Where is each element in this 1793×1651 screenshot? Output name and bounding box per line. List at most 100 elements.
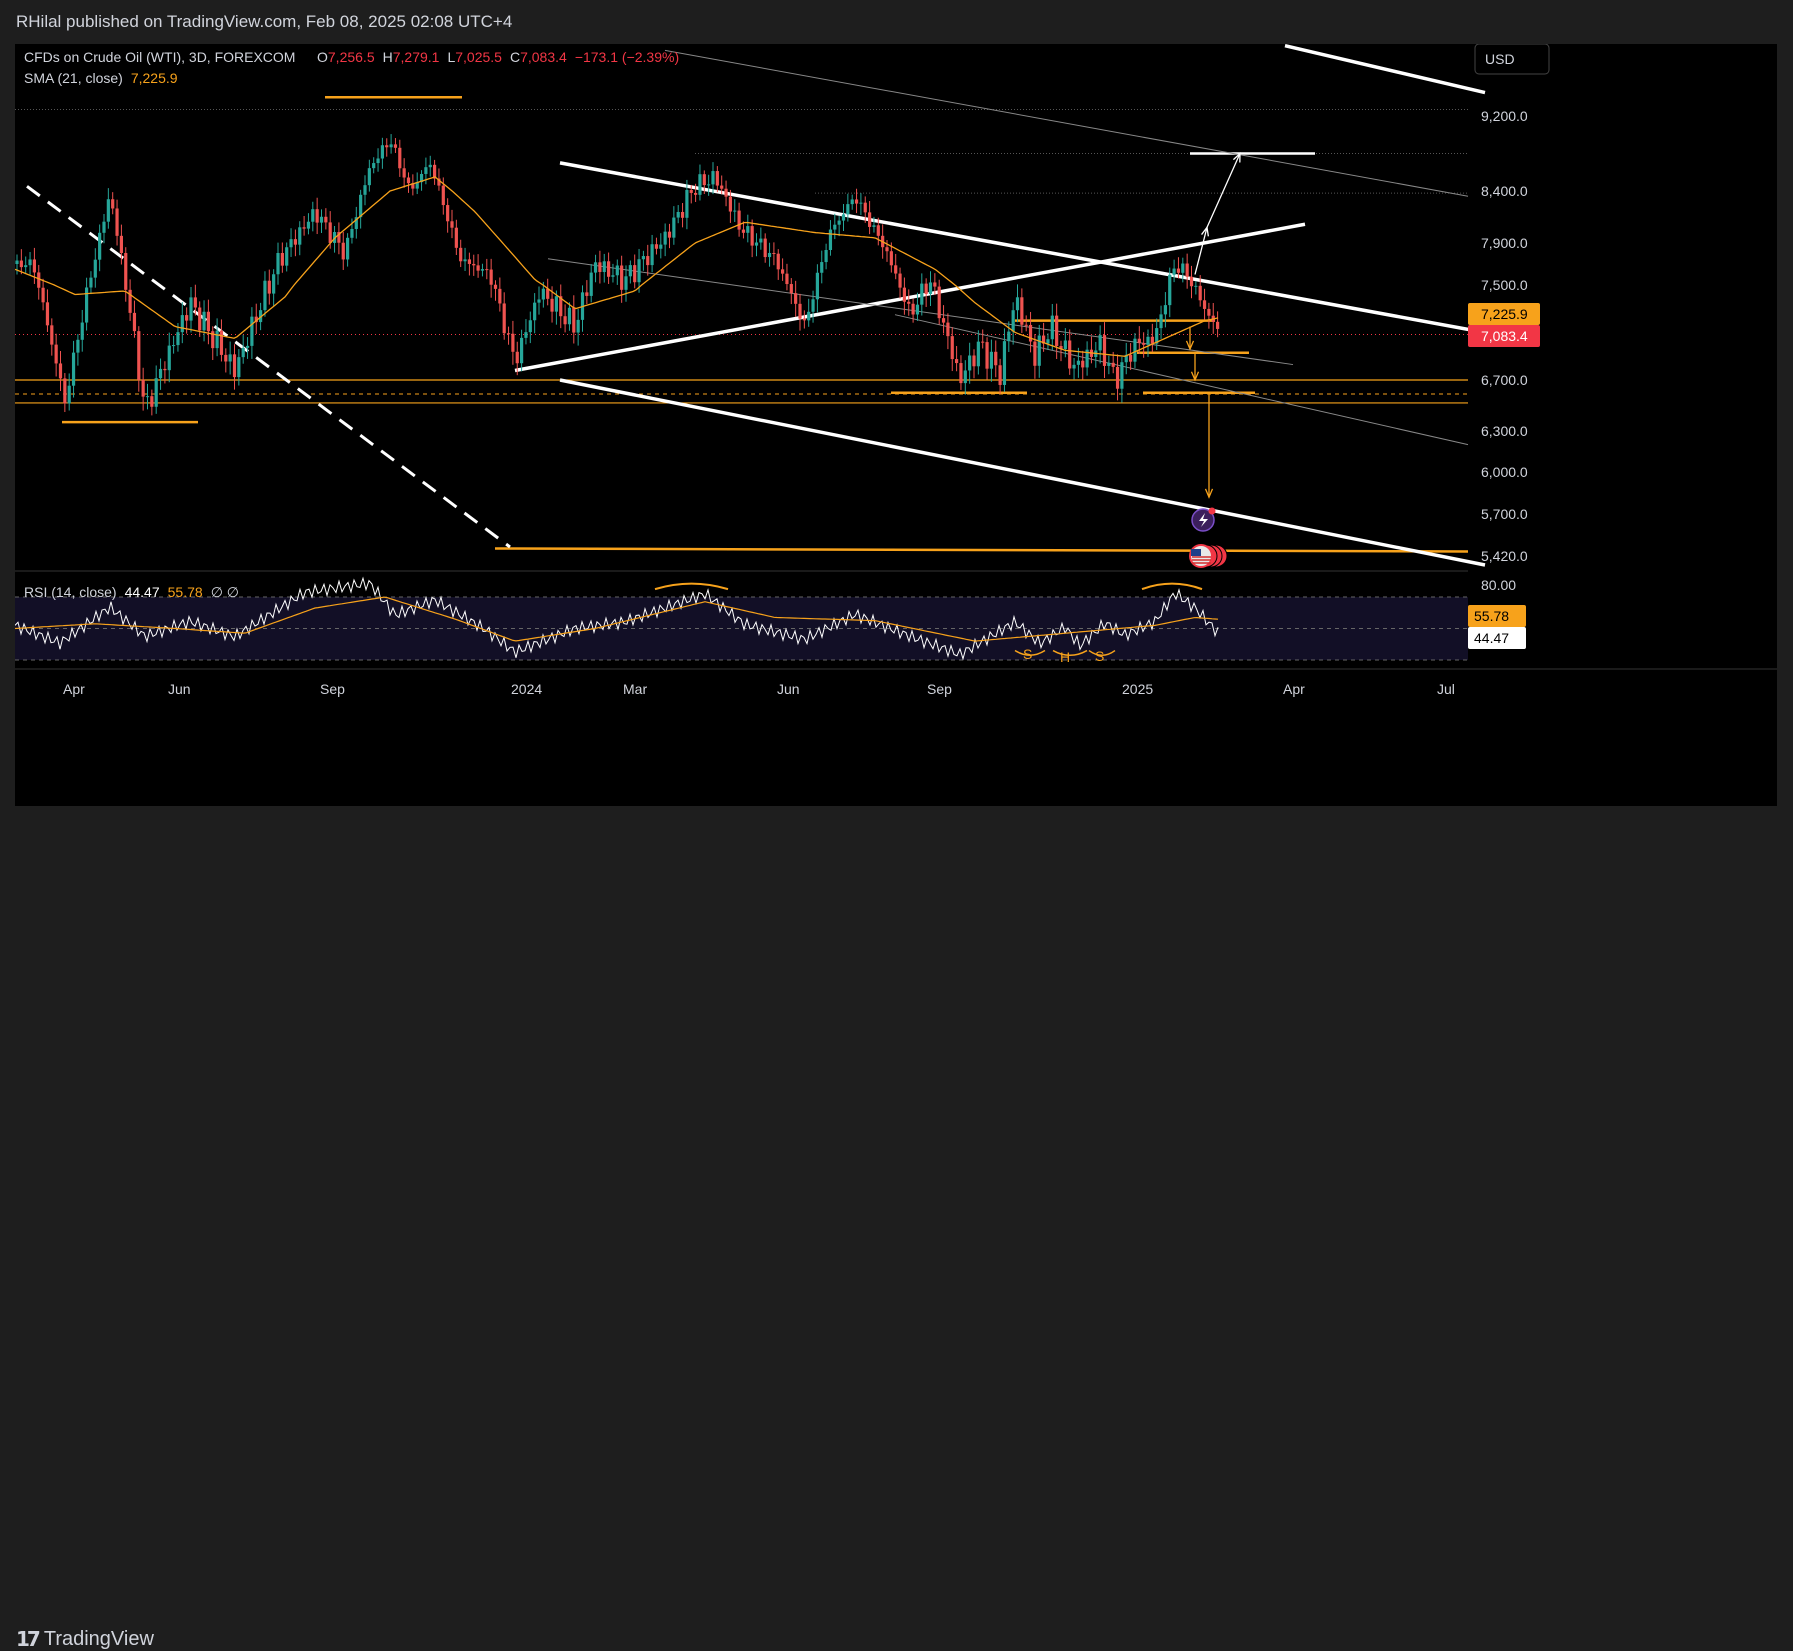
candle-body — [102, 221, 106, 233]
rsi-ma-line — [14, 596, 1219, 642]
candle-body — [889, 251, 893, 266]
candle-body — [176, 332, 180, 346]
candle-body — [511, 333, 515, 352]
price-tick: 9,200.0 — [1481, 108, 1528, 124]
thin-upper-line — [664, 49, 1469, 197]
candle-body — [106, 199, 110, 222]
up-arrow-2-head — [1232, 151, 1241, 163]
candle-body — [807, 311, 811, 321]
candle-body — [367, 168, 371, 186]
candle-body — [185, 315, 189, 321]
candle-body — [376, 158, 380, 164]
candle-body — [624, 276, 628, 290]
price-tick: 5,420.0 — [1481, 548, 1528, 564]
candle-body — [341, 242, 345, 260]
candle-body — [19, 260, 23, 268]
candle-body — [620, 265, 624, 290]
candle-body — [937, 286, 941, 319]
tradingview-brand: TradingView — [43, 1627, 154, 1650]
time-axis[interactable]: Apr Jun Sep 2024 Mar Jun Sep 2025 Apr Ju… — [15, 668, 1777, 697]
candle-body — [680, 211, 685, 218]
candle-body — [80, 322, 84, 340]
candle-body — [85, 287, 89, 323]
candle-body — [776, 253, 780, 270]
candle-body — [1181, 263, 1185, 273]
candle-body — [132, 312, 137, 332]
candle-body — [711, 171, 715, 185]
candle-body — [598, 262, 602, 273]
candle-body — [506, 333, 511, 335]
candle-body — [1098, 335, 1102, 351]
candle-body — [876, 225, 880, 236]
candle-body — [267, 280, 271, 294]
candle-body — [615, 265, 619, 276]
candle-body — [789, 284, 793, 294]
candle-body — [467, 259, 471, 264]
candle-body — [667, 231, 672, 238]
candle-body — [145, 396, 150, 398]
candle-body — [232, 354, 237, 378]
candle-body — [702, 174, 706, 186]
candle-body — [346, 237, 350, 260]
candle-body — [898, 273, 902, 288]
candle-body — [650, 244, 654, 266]
candle-body — [685, 189, 689, 218]
candle-body — [315, 209, 319, 223]
candle-body — [802, 318, 806, 321]
candle-body — [724, 188, 728, 197]
price-tick: 5,700.0 — [1481, 506, 1528, 522]
candle-body — [393, 144, 398, 148]
candle-body — [1159, 314, 1163, 329]
candle-body — [694, 192, 698, 195]
candle-body — [1146, 336, 1150, 345]
candle-body — [798, 303, 802, 319]
currency-button[interactable]: USD — [1474, 43, 1550, 75]
candle-body — [215, 330, 219, 349]
candle-body — [1085, 349, 1089, 368]
candle-body — [794, 293, 798, 304]
candle-body — [1150, 336, 1154, 344]
price-axis[interactable]: 9,200.0 8,400.0 7,900.0 7,500.0 6,700.0 … — [1468, 108, 1540, 564]
candle-body — [472, 263, 476, 266]
candle-body — [319, 216, 324, 223]
candle-body — [1142, 343, 1146, 345]
candle-body — [1137, 338, 1141, 344]
candle-body — [493, 284, 498, 289]
candle-body — [1102, 335, 1107, 366]
rsi-pattern-arc — [1014, 649, 1046, 657]
candle-body — [824, 250, 828, 263]
upper-channel-line — [559, 161, 1486, 335]
candle-body — [32, 259, 36, 273]
legend-sma-label: SMA (21, close) — [24, 70, 123, 86]
candle-body — [950, 336, 954, 360]
candle-body — [767, 252, 772, 258]
candle-body — [128, 289, 132, 313]
candle-body — [1033, 341, 1037, 366]
legend-h-label: H — [383, 49, 393, 65]
up-arrow-1 — [1194, 227, 1208, 275]
chart-canvas[interactable]: CFDs on Crude Oil (WTI), 3D, FOREXCOM O7… — [14, 43, 1777, 806]
time-label: 2024 — [511, 681, 542, 697]
candle-body — [850, 199, 854, 205]
candle-body — [593, 262, 598, 273]
rsi-pane[interactable] — [14, 570, 1468, 661]
candle-body — [985, 342, 989, 369]
candle-body — [737, 210, 741, 230]
candle-body — [585, 292, 589, 296]
candle-body — [828, 229, 833, 251]
candle-body — [1011, 310, 1015, 332]
candle-body — [219, 330, 224, 355]
price-tick: 6,700.0 — [1481, 372, 1528, 388]
tradingview-logo[interactable]: 17 TradingView — [16, 1627, 154, 1651]
candle-body — [946, 322, 950, 337]
flag-canton — [1191, 549, 1201, 556]
chart-area[interactable]: CFDs on Crude Oil (WTI), 3D, FOREXCOM O7… — [14, 43, 1777, 806]
legend-low: 7,025.5 — [455, 49, 502, 65]
candle-body — [89, 277, 93, 288]
candle-body — [1194, 285, 1198, 287]
candle-body — [298, 227, 302, 245]
candle-body — [446, 205, 450, 222]
candle-body — [924, 283, 928, 294]
candle-body — [1133, 338, 1137, 362]
candle-body — [959, 363, 963, 384]
